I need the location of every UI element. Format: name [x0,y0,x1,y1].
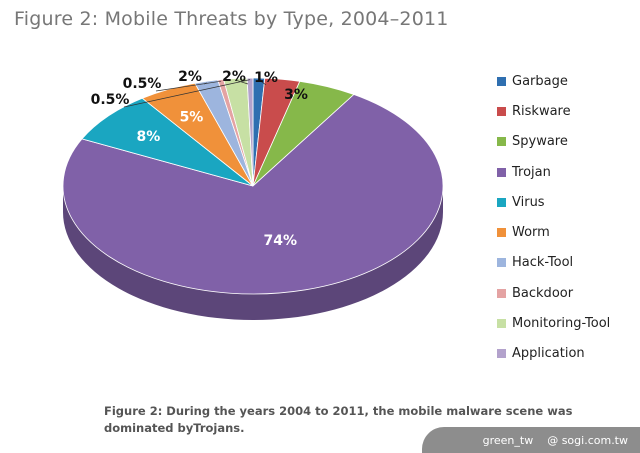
slice-labels: 1% 3% 74% 8% 5% 2% 0.5% 2% 0.5% [91,69,308,249]
legend-item-worm: Worm [497,217,610,247]
legend-item-backdoor: Backdoor [497,278,610,308]
legend-label: Hack-Tool [512,255,574,271]
watermark-banner: green_tw @ sogi.com.tw [422,427,640,453]
legend-swatch [497,167,506,177]
chart-legend: Garbage Riskware Spyware Trojan Virus Worm Hac… [497,66,610,369]
legend-swatch [497,288,506,298]
legend-item-monitoring-tool: Monitoring-Tool [497,308,610,338]
legend-swatch [497,197,506,207]
slice-label-worm: 5% [180,110,204,126]
figure-caption: Figure 2: During the years 2004 to 2011,… [104,404,573,435]
legend-label: Monitoring-Tool [512,316,611,332]
legend-label: Garbage [512,73,568,89]
legend-item-spyware: Spyware [497,127,610,157]
slice-label-virus: 8% [136,129,160,145]
slice-label-garbage: 1% [254,70,278,86]
legend-label: Virus [512,194,545,210]
slice-application [246,77,254,187]
slice-label-trojan: 74% [264,233,298,249]
chart-title: Figure 2: Mobile Threats by Type, 2004–2… [14,8,449,30]
legend-swatch [497,349,506,359]
legend-label: Riskware [512,103,571,119]
watermark-site: @ sogi.com.tw [547,433,628,447]
slice-label-application: 0.5% [91,92,130,108]
legend-item-trojan: Trojan [497,157,610,187]
pie-slices [62,77,444,295]
slice-side-trojan [63,186,443,320]
pie-chart: 1% 3% 74% 8% 5% 2% 0.5% 2% 0.5% [62,69,444,320]
legend-item-virus: Virus [497,187,610,217]
leader-lines [123,79,267,108]
watermark-user: green_tw [482,433,534,447]
legend-item-garbage: Garbage [497,66,610,96]
legend-label: Application [512,346,585,362]
slice-label-riskware: 3% [284,87,308,103]
slice-trojan [62,94,444,295]
slice-virus [81,97,254,187]
legend-label: Backdoor [512,285,574,301]
slice-label-monitoring-tool: 2% [222,69,246,85]
legend-item-hack-tool: Hack-Tool [497,248,610,278]
legend-swatch [497,76,506,86]
legend-swatch [497,137,506,147]
legend-item-application: Application [497,339,610,369]
slice-label-hack-tool: 2% [178,69,202,85]
legend-item-riskware: Riskware [497,96,610,126]
pie-sides [63,186,443,320]
leader-line-application [123,79,251,108]
legend-label: Worm [512,225,550,241]
legend-swatch [497,319,506,329]
legend-swatch [497,106,506,116]
legend-swatch [497,258,506,268]
legend-label: Spyware [512,134,568,150]
legend-label: Trojan [512,164,551,180]
leader-line-garbage [258,79,267,86]
leader-line-monitoring-tool [235,79,249,85]
legend-swatch [497,228,506,238]
leader-line-backdoor [155,80,222,92]
slice-label-backdoor: 0.5% [123,76,162,92]
